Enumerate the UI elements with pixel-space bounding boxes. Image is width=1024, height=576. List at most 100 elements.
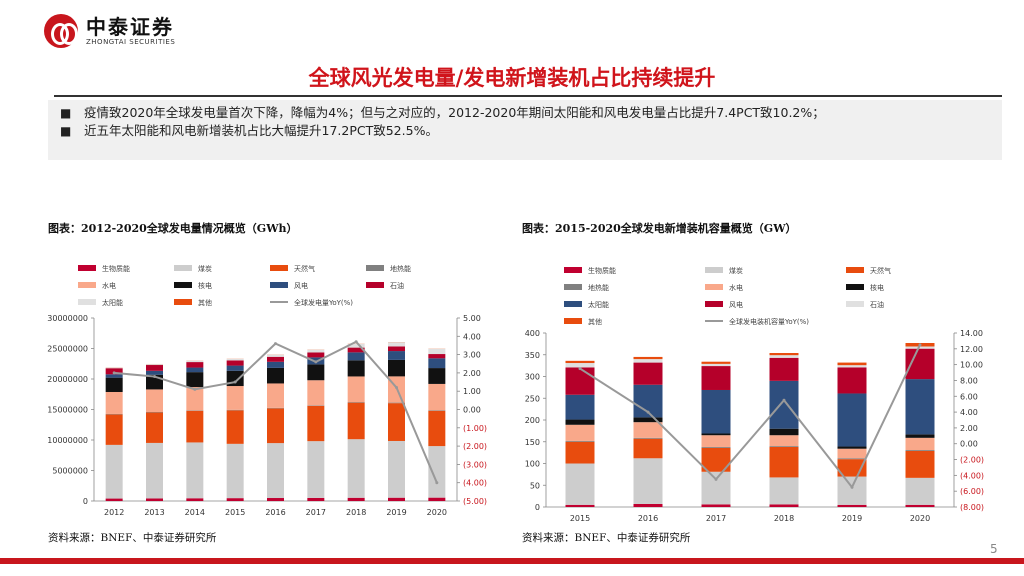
bar-segment <box>633 503 663 507</box>
legend-label: 其他 <box>198 298 212 307</box>
bar-segment <box>701 447 731 472</box>
y-tick-label: 150 <box>525 438 540 447</box>
bar-segment <box>701 435 731 447</box>
legend-label: 其他 <box>588 317 602 326</box>
bar-segment <box>837 476 867 505</box>
bar-segment <box>428 354 446 359</box>
y2-tick-label: 8.00 <box>960 376 978 385</box>
legend-swatch <box>78 299 96 305</box>
legend-swatch <box>846 301 864 307</box>
x-tick-label: 2020 <box>910 514 930 523</box>
yoy-point <box>578 367 582 371</box>
x-tick-label: 2016 <box>265 508 285 517</box>
bar-segment <box>186 372 204 388</box>
bar-segment <box>226 360 244 366</box>
bar-segment <box>307 405 325 406</box>
summary-bullet: ■ 近五年太阳能和风电新增装机占比大幅提升17.2PCT致52.5%。 <box>60 122 1002 140</box>
bar-segment <box>428 358 446 369</box>
yoy-point <box>354 340 358 344</box>
bar-segment <box>105 444 123 499</box>
bar-segment <box>105 498 123 501</box>
slide-title: 全球风光发电量/发电新增装机占比持续提升 <box>308 65 716 90</box>
bar-segment <box>388 497 405 501</box>
bar-segment <box>307 352 325 358</box>
yoy-point <box>153 375 156 379</box>
y2-tick-label: 4.00 <box>960 408 978 417</box>
legend-swatch <box>564 301 582 307</box>
bar-segment <box>307 349 325 353</box>
legend-label: 太阳能 <box>102 298 123 307</box>
bar-segment <box>105 367 123 369</box>
bar-segment <box>428 383 446 411</box>
x-tick-label: 2015 <box>225 508 245 517</box>
bar-segment <box>105 368 123 375</box>
bar-segment <box>905 504 935 507</box>
bar-segment <box>388 402 405 404</box>
bar-segment <box>428 410 446 411</box>
right-chart-source: 资料来源：BNEF、中泰证券研究所 <box>522 532 691 544</box>
yoy-point <box>646 410 650 414</box>
legend-swatch <box>705 284 723 290</box>
y-tick-label: 0 <box>83 497 88 506</box>
bar-segment <box>226 498 244 501</box>
bar-segment <box>388 359 405 377</box>
bar-segment <box>633 438 663 459</box>
x-tick-label: 2013 <box>144 508 164 517</box>
bar-segment <box>701 363 731 367</box>
bar-segment <box>347 343 365 348</box>
bullet-square-icon: ■ <box>60 106 72 120</box>
bar-segment <box>905 450 935 451</box>
bar-segment <box>837 458 867 460</box>
y-tick-label: 5000000 <box>52 467 88 476</box>
bar-segment <box>226 410 244 444</box>
x-tick-label: 2015 <box>570 514 590 523</box>
legend-label: 全球发电量YoY(%) <box>294 298 353 307</box>
legend-swatch <box>366 265 384 271</box>
y-tick-label: 20000000 <box>47 375 88 384</box>
legend-swatch <box>564 284 582 290</box>
y2-tick-label: (5.00) <box>463 497 487 506</box>
y2-tick-label: 4.00 <box>463 332 481 341</box>
bar-segment <box>146 389 163 412</box>
x-tick-label: 2017 <box>706 514 726 523</box>
y-tick-label: 0 <box>535 503 540 512</box>
legend-swatch <box>78 282 96 288</box>
legend-swatch <box>270 265 288 271</box>
bar-segment <box>146 498 163 501</box>
x-tick-label: 2017 <box>306 508 326 517</box>
y-tick-label: 25000000 <box>47 345 88 354</box>
bar-segment <box>837 362 867 366</box>
bar-segment <box>701 389 731 434</box>
bar-segment <box>428 368 446 384</box>
bar-segment <box>186 360 204 363</box>
bar-segment <box>701 504 731 507</box>
logo-mark-icon <box>44 14 78 48</box>
page-number: 5 <box>990 542 998 556</box>
legend-label: 水电 <box>729 283 743 292</box>
bar-segment <box>146 370 163 375</box>
y2-tick-label: 0.00 <box>960 440 978 449</box>
bar-segment <box>769 357 799 381</box>
y2-tick-label: (6.00) <box>960 487 984 496</box>
y2-tick-label: 3.00 <box>463 351 481 360</box>
y2-tick-label: 0.00 <box>463 406 481 415</box>
legend-swatch <box>270 282 288 288</box>
y2-tick-label: (1.00) <box>463 424 487 433</box>
bar-segment <box>105 414 123 445</box>
legend-label: 煤炭 <box>198 264 212 273</box>
bar-segment <box>769 446 799 447</box>
bar-segment <box>105 374 123 378</box>
legend-swatch <box>705 301 723 307</box>
right-chart-heading: 图表：2015-2020全球发电新增装机容量概览（GW） <box>522 222 797 235</box>
y-tick-label: 50 <box>530 481 540 490</box>
y2-tick-label: (4.00) <box>960 471 984 480</box>
yoy-point <box>274 342 277 346</box>
yoy-point <box>193 387 197 391</box>
bar-segment <box>388 342 405 347</box>
legend-label: 煤炭 <box>729 266 743 275</box>
x-tick-label: 2018 <box>346 508 366 517</box>
bar-segment <box>565 463 595 505</box>
yoy-point <box>850 485 854 489</box>
y2-tick-label: 14.00 <box>960 329 983 338</box>
bar-segment <box>905 346 935 349</box>
